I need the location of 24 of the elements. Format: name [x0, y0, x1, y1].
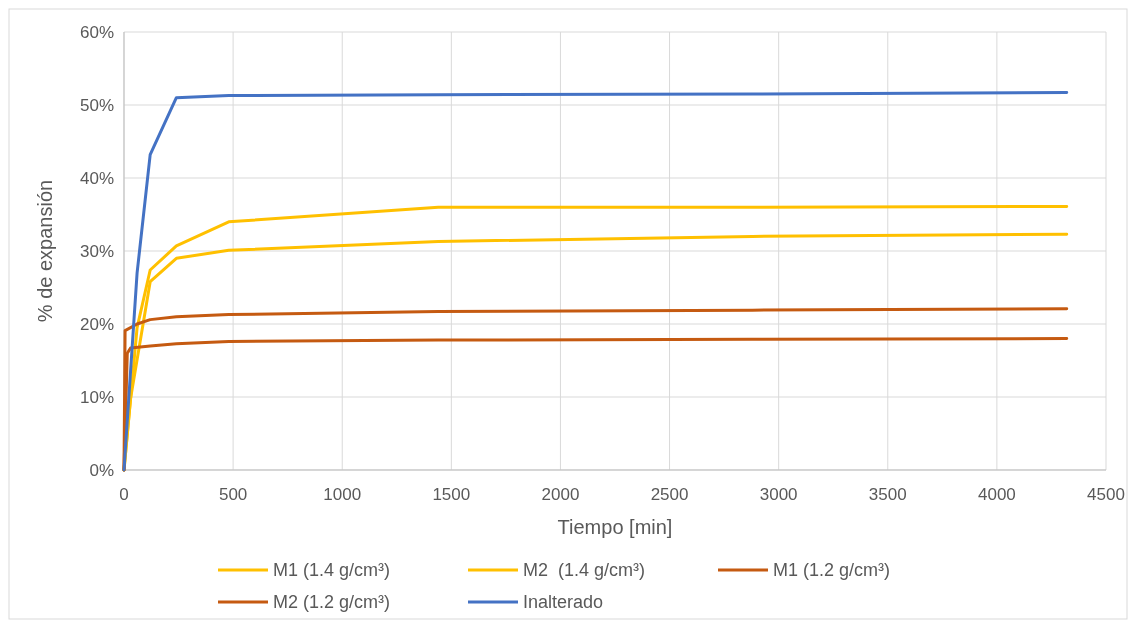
x-tick-label: 3500 [868, 485, 907, 504]
x-tick-label: 2500 [650, 485, 689, 504]
y-tick-label: 60% [79, 22, 114, 42]
y-tick-label: 30% [79, 241, 114, 261]
legend-label: M2 (1.4 g/cm³) [523, 560, 646, 581]
legend-label: M1 (1.4 g/cm³) [273, 560, 391, 581]
legend-label: M1 (1.2 g/cm³) [773, 560, 891, 581]
x-tick-label: 2000 [541, 485, 580, 504]
x-tick-label: 1500 [432, 485, 471, 504]
y-tick-label: 0% [89, 460, 114, 480]
legend-label: M2 (1.2 g/cm³) [273, 592, 391, 613]
x-axis-title: Tiempo [min] [557, 516, 673, 538]
y-tick-label: 10% [79, 387, 114, 407]
y-tick-label: 50% [79, 95, 114, 115]
legend-label: Inalterado [523, 592, 604, 613]
x-tick-label: 0 [119, 485, 129, 504]
y-axis-title: % de expansión [34, 179, 56, 323]
x-tick-label: 4000 [977, 485, 1016, 504]
x-tick-label: 500 [218, 485, 248, 504]
y-tick-label: 20% [79, 314, 114, 334]
x-tick-label: 3000 [759, 485, 798, 504]
x-tick-label: 4500 [1087, 485, 1125, 504]
y-tick-label: 40% [79, 168, 114, 188]
x-tick-label: 1000 [323, 485, 362, 504]
